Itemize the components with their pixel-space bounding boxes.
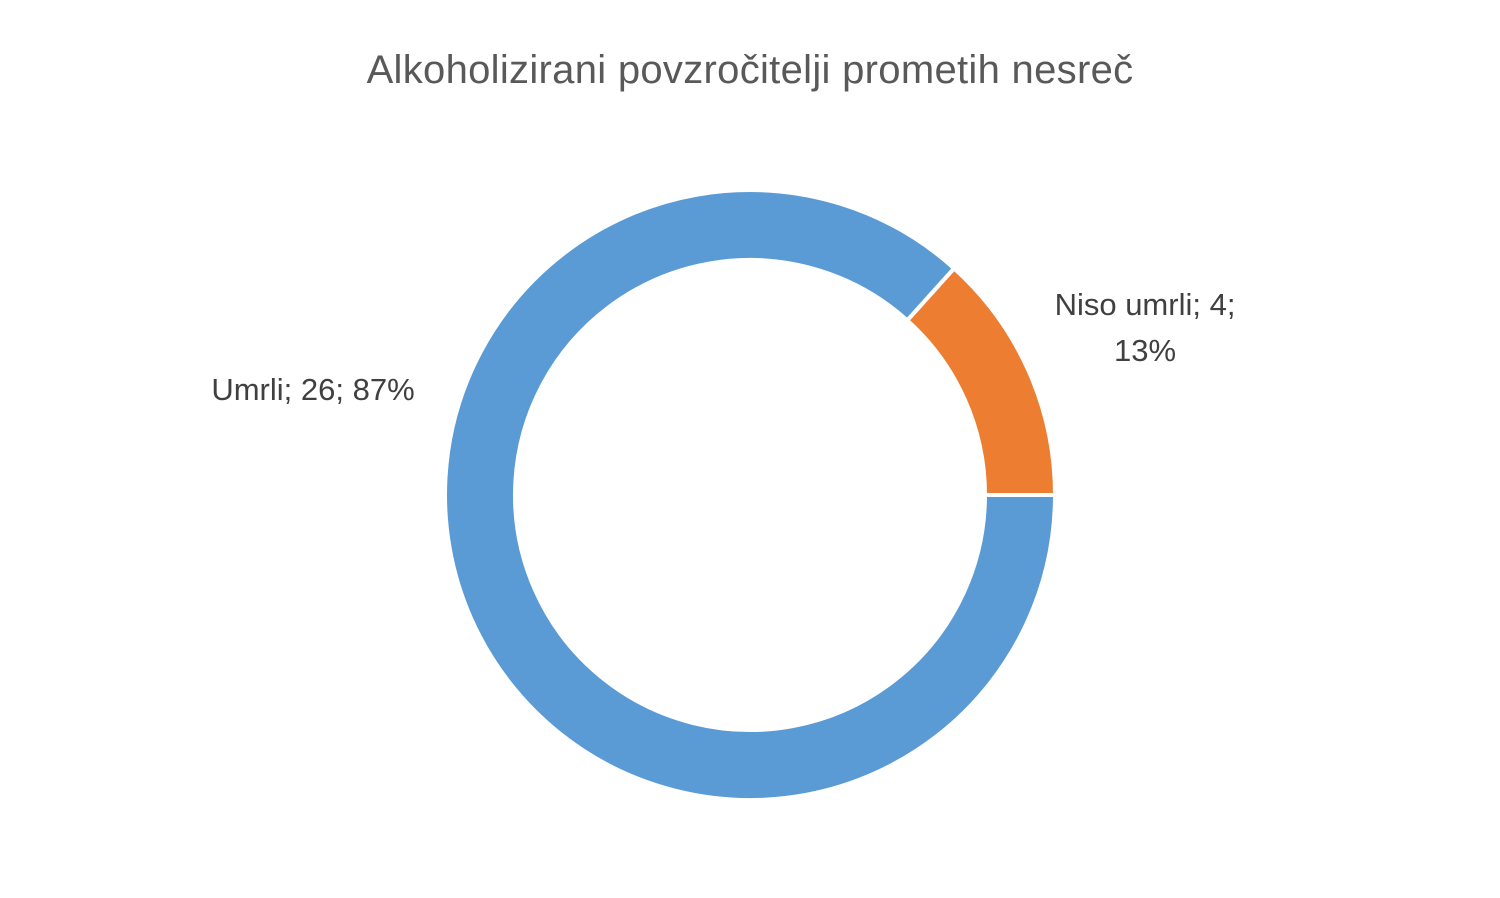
slice-umrli: [443, 188, 1058, 802]
data-label-niso-umrli: Niso umrli; 4; 13%: [1055, 287, 1236, 368]
data-label-line: 13%: [1114, 333, 1176, 368]
doughnut-slices: [443, 188, 1058, 802]
chart-title: Alkoholizirani povzročitelji prometih ne…: [366, 48, 1134, 92]
data-label-umrli: Umrli; 26; 87%: [211, 372, 414, 407]
data-labels: Niso umrli; 4; 13% Umrli; 26; 87%: [211, 287, 1235, 407]
slice-niso-umrli: [904, 265, 1058, 497]
data-label-line: Umrli; 26; 87%: [211, 372, 414, 407]
data-label-line: Niso umrli; 4;: [1055, 287, 1236, 322]
